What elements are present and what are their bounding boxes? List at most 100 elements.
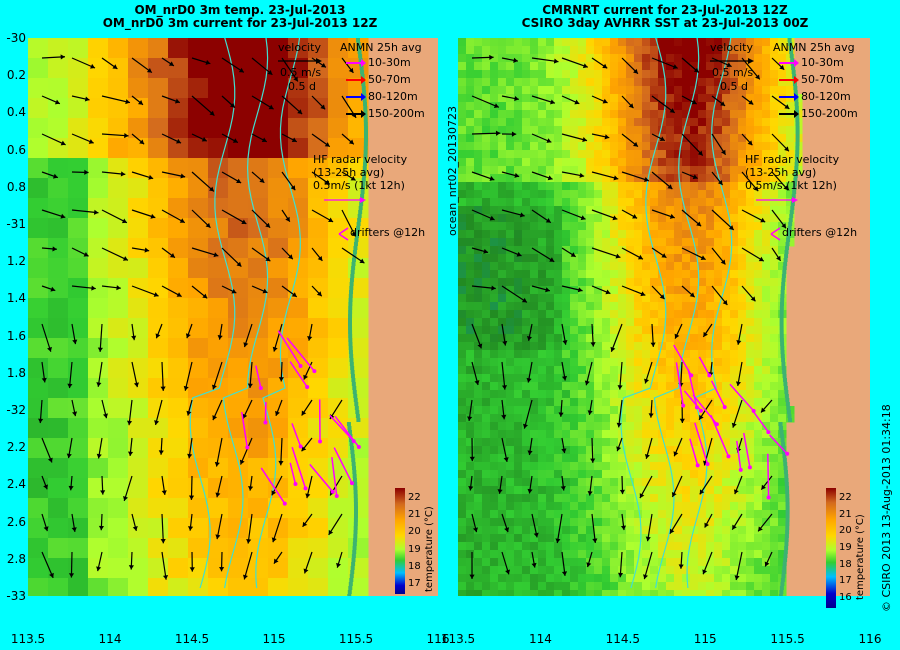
sst-cell bbox=[730, 54, 739, 63]
sst-cell bbox=[474, 70, 483, 79]
sst-cell bbox=[658, 46, 667, 55]
sst-cell bbox=[626, 478, 635, 487]
sst-cell bbox=[466, 590, 475, 596]
current-arrow bbox=[281, 57, 299, 82]
sst-cell bbox=[674, 422, 683, 431]
sst-cell bbox=[498, 246, 507, 255]
sst-cell bbox=[658, 230, 667, 239]
sst-cell bbox=[328, 78, 349, 99]
current-arrowhead bbox=[302, 521, 308, 527]
sst-cell bbox=[538, 502, 547, 511]
sst-cell bbox=[554, 302, 563, 311]
sst-cell bbox=[538, 414, 547, 423]
sst-cell bbox=[554, 310, 563, 319]
sst-cell bbox=[530, 238, 539, 247]
current-arrowhead bbox=[489, 215, 495, 221]
sst-cell bbox=[594, 494, 603, 503]
sst-cell bbox=[698, 510, 707, 519]
coast-cell bbox=[793, 86, 798, 90]
sst-cell bbox=[738, 166, 747, 175]
sst-cell bbox=[618, 270, 627, 279]
sst-cell bbox=[586, 502, 595, 511]
current-arrowhead bbox=[574, 99, 580, 105]
hf-arrow bbox=[736, 440, 742, 470]
sst-cell bbox=[490, 134, 499, 143]
sst-cell bbox=[570, 302, 579, 311]
sst-cell bbox=[714, 182, 723, 191]
current-arrowhead bbox=[176, 138, 182, 144]
sst-cell bbox=[706, 166, 715, 175]
sst-cell bbox=[586, 510, 595, 519]
sst-cell bbox=[746, 534, 755, 543]
sst-cell bbox=[578, 110, 587, 119]
sst-cell bbox=[578, 134, 587, 143]
sst-cell bbox=[618, 142, 627, 151]
sst-cell bbox=[634, 150, 643, 159]
sst-cell bbox=[328, 38, 349, 59]
sst-cell bbox=[514, 166, 523, 175]
sst-cell bbox=[530, 294, 539, 303]
hf-arrow bbox=[692, 394, 718, 425]
sst-cell bbox=[208, 458, 229, 479]
sst-cell bbox=[28, 358, 49, 379]
sst-cell bbox=[650, 566, 659, 575]
sst-cell bbox=[522, 590, 531, 596]
sst-cell bbox=[754, 430, 763, 439]
sst-cell bbox=[506, 126, 515, 135]
sst-cell bbox=[730, 358, 739, 367]
sst-cell bbox=[690, 302, 699, 311]
sst-cell bbox=[28, 278, 49, 299]
sst-cell bbox=[498, 342, 507, 351]
current-arrowhead bbox=[211, 384, 217, 390]
sst-cell bbox=[554, 374, 563, 383]
sst-cell bbox=[562, 54, 571, 63]
sst-cell bbox=[778, 174, 787, 183]
sst-cell bbox=[546, 38, 555, 47]
current-arrow bbox=[101, 247, 129, 261]
current-arrowhead bbox=[617, 572, 624, 578]
sst-cell bbox=[642, 142, 651, 151]
sst-cell bbox=[578, 358, 587, 367]
sst-cell bbox=[562, 574, 571, 583]
coast-cell bbox=[790, 206, 795, 210]
sst-cell bbox=[522, 206, 531, 215]
sst-cell bbox=[482, 310, 491, 319]
coast-cell bbox=[356, 222, 361, 226]
sst-cell bbox=[602, 270, 611, 279]
sst-cell bbox=[610, 382, 619, 391]
sst-cell bbox=[690, 46, 699, 55]
sst-cell bbox=[650, 494, 659, 503]
sst-cell bbox=[642, 62, 651, 71]
sst-cell bbox=[650, 478, 659, 487]
sst-cell bbox=[714, 326, 723, 335]
sst-cell bbox=[498, 214, 507, 223]
sst-cell bbox=[88, 278, 109, 299]
current-arrowhead bbox=[121, 218, 127, 224]
current-arrowhead bbox=[784, 104, 790, 109]
sst-cell bbox=[466, 158, 475, 167]
sst-cell bbox=[642, 262, 651, 271]
sst-cell bbox=[762, 238, 771, 247]
sst-cell bbox=[642, 534, 651, 543]
sst-cell bbox=[610, 222, 619, 231]
sst-cell bbox=[482, 366, 491, 375]
sst-cell bbox=[498, 502, 507, 511]
hf-radar-arrows bbox=[241, 330, 361, 506]
current-arrowhead bbox=[47, 457, 53, 463]
left-hf-line3: 0.5m/s (1kt 12h) bbox=[313, 179, 405, 192]
coast-cell bbox=[360, 190, 365, 194]
current-arrowhead bbox=[91, 285, 96, 291]
sst-cell bbox=[738, 230, 747, 239]
sst-cell bbox=[770, 582, 779, 591]
hf-arrow bbox=[710, 414, 730, 457]
sst-cell bbox=[738, 566, 747, 575]
sst-cell bbox=[610, 94, 619, 103]
sst-cell bbox=[674, 118, 683, 127]
sst-cell bbox=[506, 494, 515, 503]
current-arrow bbox=[741, 209, 766, 223]
sst-cell bbox=[482, 382, 491, 391]
sst-cell bbox=[610, 462, 619, 471]
coast-cell bbox=[353, 490, 358, 494]
sst-cell bbox=[128, 538, 149, 559]
sst-cell bbox=[642, 430, 651, 439]
